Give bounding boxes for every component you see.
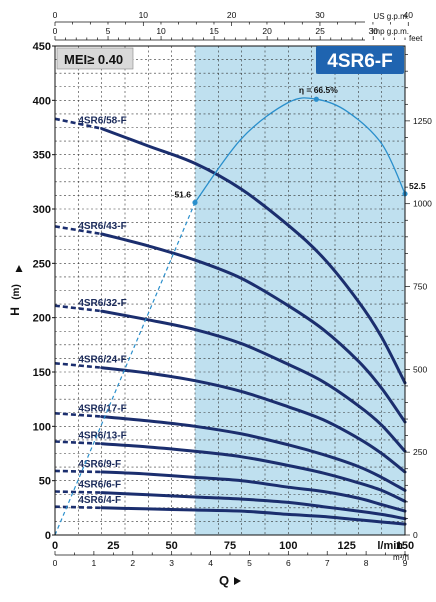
y-axis-title: H (m) [8, 284, 22, 316]
x-axis-unit: l/min [377, 540, 403, 552]
feet-tick-label: 1000 [413, 199, 432, 209]
pump-curve [100, 309, 407, 453]
pump-curve-label: 4SR6/4-F [78, 495, 121, 506]
m3h-tick-label: 0 [53, 558, 58, 568]
pump-curve-dashed [54, 440, 102, 445]
pump-curve [100, 442, 407, 503]
title-box: 4SR6-F [316, 46, 404, 74]
us-gpm-tick-label: 40 [404, 10, 414, 20]
chart-title: 4SR6-F [327, 51, 392, 72]
x-tick-label: 75 [224, 540, 236, 552]
y-tick-label: 250 [33, 258, 51, 270]
m3h-tick-label: 1 [92, 558, 97, 568]
pump-curve-dashed [54, 412, 102, 418]
us-gpm-tick-label: 0 [53, 10, 58, 20]
y-axis-arrow-icon [15, 265, 23, 272]
m3h-tick-label: 3 [169, 558, 174, 568]
feet-tick-label: 750 [413, 282, 427, 292]
y-tick-label: 400 [33, 95, 51, 107]
pump-curve [100, 366, 407, 474]
imp-gpm-tick-label: 25 [315, 26, 325, 36]
imp-gpm-tick-label: 20 [262, 26, 272, 36]
us-gpm-tick-label: 10 [139, 10, 149, 20]
efficiency-curve: η = 66.5% 51.6 52.5 [54, 85, 426, 536]
us-gpm-tick-label: 30 [315, 10, 325, 20]
imp-gpm-tick-label: 15 [209, 26, 219, 36]
pump-curve-dashed [54, 469, 102, 474]
pump-curve-dashed [54, 225, 102, 236]
x-tick-label: 50 [166, 540, 178, 552]
imp-gpm-tick-label: 5 [106, 26, 111, 36]
pump-curve [100, 127, 407, 385]
axes: 0501001502002503003504004500250500750100… [33, 10, 433, 568]
efficiency-point-label: 52.5 [409, 181, 426, 191]
m3h-tick-label: 9 [403, 558, 408, 568]
pump-curves: 4SR6/58-F 4SR6/43-F 4SR6/32-F 4SR6/24-F 4SR6… [54, 116, 407, 526]
feet-tick-label: 250 [413, 447, 427, 457]
us-gpm-tick-label: 20 [227, 10, 237, 20]
y-tick-label: 0 [45, 530, 51, 542]
y-tick-label: 150 [33, 367, 51, 379]
pump-curve [100, 506, 407, 526]
x-tick-label: 125 [337, 540, 355, 552]
mei-badge: MEI≥ 0.40 [56, 47, 134, 70]
efficiency-point [192, 199, 198, 206]
feet-tick-label: 500 [413, 364, 427, 374]
pump-curve-dashed [54, 362, 102, 369]
y-tick-label: 450 [33, 41, 51, 53]
pump-curve-dashed [54, 505, 102, 510]
efficiency-peak-label: η = 66.5% [299, 85, 338, 95]
pump-curve-label: 4SR6/58-F [78, 116, 126, 127]
m3h-tick-label: 6 [286, 558, 291, 568]
y-tick-label: 200 [33, 313, 51, 325]
y-tick-label: 300 [33, 204, 51, 216]
m3h-tick-label: 2 [130, 558, 135, 568]
pump-curve [100, 491, 407, 521]
feet-tick-label: 1250 [413, 116, 432, 126]
y-tick-label: 50 [39, 476, 51, 488]
imp-gpm-tick-label: 10 [156, 26, 166, 36]
x-tick-label: 150 [396, 540, 414, 552]
imp-gpm-unit: Imp g.p.m. [371, 27, 409, 36]
x-axis-title: Q [219, 573, 229, 588]
x-axis-arrow-icon [234, 577, 241, 585]
m3h-tick-label: 5 [247, 558, 252, 568]
pump-curve-label: 4SR6/24-F [78, 355, 126, 366]
imp-gpm-tick-label: 30 [368, 26, 378, 36]
x-tick-label: 25 [107, 540, 119, 552]
pump-curve [100, 232, 407, 424]
pump-curve-dashed [54, 304, 102, 313]
y-tick-label: 100 [33, 421, 51, 433]
pump-curve [100, 415, 407, 492]
m3h-tick-label: 7 [325, 558, 330, 568]
m3h-tick-label: 8 [364, 558, 369, 568]
x-tick-label: 100 [279, 540, 297, 552]
m3h-unit: m³/h [393, 553, 409, 562]
efficiency-peak-point [313, 96, 319, 102]
pump-curve-label: 4SR6/9-F [78, 459, 121, 470]
y-tick-label: 350 [33, 150, 51, 162]
m3h-tick-label: 4 [208, 558, 213, 568]
pump-curve-label: 4SR6/13-F [78, 431, 126, 442]
plot-frame [54, 45, 406, 536]
pump-curve-dashed [54, 490, 102, 494]
x-tick-label: 0 [52, 540, 58, 552]
feet-tick-label: 0 [413, 530, 418, 540]
imp-gpm-tick-label: 0 [53, 26, 58, 36]
mei-badge-text: MEI≥ 0.40 [64, 52, 123, 67]
us-gpm-unit: US g.p.m. [373, 12, 409, 21]
feet-unit: feet [409, 34, 423, 43]
y-axis-unit: (m) [11, 284, 22, 300]
pump-curve-label: 4SR6/17-F [78, 404, 126, 415]
pump-curve [100, 470, 407, 513]
y-axis-label: H [8, 307, 22, 316]
pump-curve-dashed [54, 117, 102, 130]
pump-curve-label: 4SR6/6-F [78, 480, 121, 491]
pump-curve-label: 4SR6/32-F [78, 298, 126, 309]
efficiency-point-label: 51.6 [174, 189, 191, 199]
pump-curve-label: 4SR6/43-F [78, 221, 126, 232]
